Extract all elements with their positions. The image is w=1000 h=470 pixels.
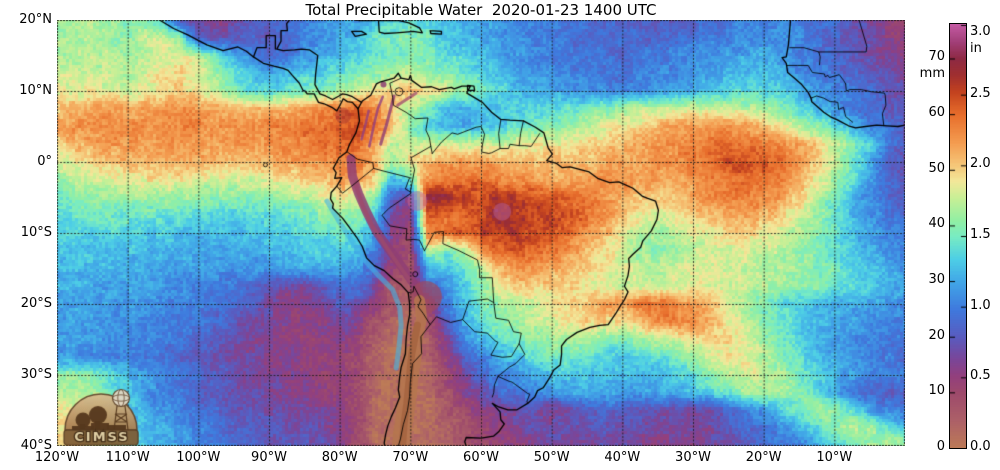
lat-axis-label: 30°S — [20, 367, 52, 382]
lon-axis-label: 80°W — [321, 450, 358, 465]
lon-axis-label: 70°W — [392, 450, 429, 465]
lat-axis-label: 10°N — [19, 83, 52, 98]
colorbar-in-tick-label: 2.5 — [970, 85, 991, 101]
colorbar-mm-tick-label: 10 — [928, 383, 945, 399]
lat-axis-label: 20°S — [20, 296, 52, 311]
lon-axis-label: 120°W — [34, 450, 80, 465]
tpw-map-canvas — [57, 20, 905, 446]
colorbar-in-tick-label: 2.0 — [970, 156, 991, 172]
colorbar-mm-tick-label: 30 — [928, 272, 945, 288]
cimss-logo — [61, 384, 139, 446]
lat-axis-label: 20°N — [19, 12, 52, 27]
lon-axis-label: 40°W — [604, 450, 641, 465]
lon-axis-label: 50°W — [533, 450, 570, 465]
lat-axis-label: 10°S — [20, 225, 52, 240]
colorbar-mm-tick-label: 50 — [928, 160, 945, 176]
lon-axis-label: 30°W — [675, 450, 711, 465]
lon-axis-label: 10°W — [816, 450, 853, 465]
lon-axis-label: 60°W — [463, 450, 499, 465]
colorbar — [949, 23, 967, 449]
colorbar-mm-tick-label: 40 — [928, 216, 945, 232]
colorbar-mm-tick-label: 60 — [928, 105, 945, 121]
lon-axis-label: 20°W — [745, 450, 782, 465]
chart-title: Total Precipitable Water 2020-01-23 1400… — [305, 1, 657, 19]
colorbar-unit-mm: mm — [919, 66, 945, 82]
lat-axis-label: 0° — [37, 154, 52, 169]
colorbar-in-tick-label: 1.5 — [970, 227, 991, 242]
lon-axis-label: 90°W — [251, 450, 287, 465]
colorbar-in-tick-label: 0.0 — [970, 439, 991, 454]
colorbar-mm-tick-label: 70 — [928, 49, 945, 65]
colorbar-unit-in: in — [970, 41, 982, 56]
lon-axis-label: 110°W — [105, 450, 150, 465]
colorbar-in-tick-label: 1.0 — [970, 297, 991, 313]
colorbar-mm-tick-label: 0 — [936, 439, 945, 454]
lon-axis-label: 100°W — [176, 450, 221, 465]
lat-axis-label: 40°S — [20, 438, 52, 453]
colorbar-in-tick-label: 3.0 — [970, 24, 991, 39]
colorbar-mm-tick-label: 20 — [928, 327, 945, 343]
colorbar-in-tick-label: 0.5 — [970, 368, 991, 384]
